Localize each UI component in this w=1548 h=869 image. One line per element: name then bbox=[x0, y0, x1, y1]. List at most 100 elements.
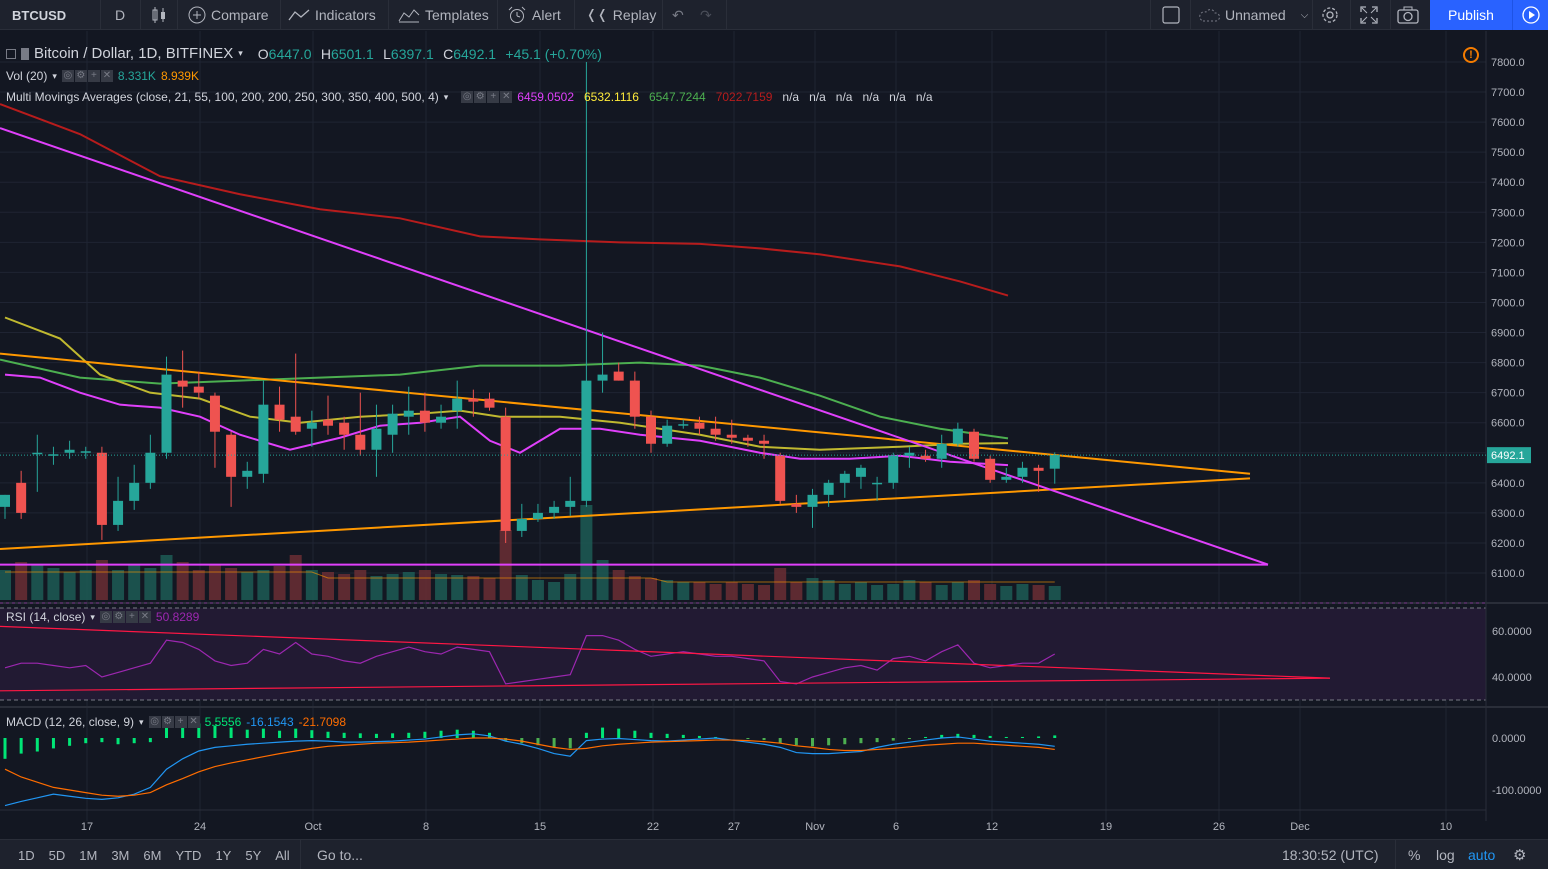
goto-date-button[interactable]: Go to... bbox=[317, 847, 363, 863]
high-label: H bbox=[320, 45, 331, 62]
play-button[interactable] bbox=[1512, 0, 1548, 30]
settings-icon[interactable]: ⚙ bbox=[112, 611, 125, 623]
resistance-trendline bbox=[0, 352, 1251, 475]
chevron-down-icon[interactable]: ▾ bbox=[90, 611, 95, 622]
range-button-1d[interactable]: 1D bbox=[18, 847, 35, 863]
undo-button[interactable]: ↶ bbox=[672, 0, 684, 30]
close-icon[interactable]: ✕ bbox=[100, 70, 113, 82]
range-button-ytd[interactable]: YTD bbox=[175, 847, 202, 863]
volume-bar bbox=[467, 576, 480, 600]
hide-icon[interactable]: ◎ bbox=[99, 611, 112, 623]
time-axis[interactable]: 17 24 Oct 8 15 22 27 Nov 6 12 19 26 Dec 10 bbox=[81, 821, 1452, 833]
symbol-search[interactable]: BTCUSD bbox=[12, 7, 67, 23]
candle-body bbox=[1033, 467, 1044, 471]
templates-button[interactable]: Templates bbox=[398, 0, 489, 30]
macd-histogram-bar bbox=[972, 734, 976, 738]
toolbar-divider bbox=[726, 0, 727, 30]
macd-histogram-bar bbox=[213, 725, 217, 738]
change-value: +45.1 (+0.70%) bbox=[505, 45, 602, 62]
time-tick-label: 12 bbox=[986, 821, 998, 833]
price-tick-label: 7400.0 bbox=[1491, 177, 1525, 189]
add-icon[interactable]: + bbox=[174, 716, 187, 728]
macd-histogram-bar bbox=[1053, 735, 1057, 738]
range-button-1y[interactable]: 1Y bbox=[215, 847, 232, 863]
candle-body bbox=[1017, 467, 1028, 477]
indicator-controls[interactable]: ◎ ⚙ + ✕ bbox=[99, 611, 151, 623]
warning-icon[interactable]: ! bbox=[1463, 47, 1479, 63]
percent-toggle[interactable]: % bbox=[1408, 847, 1421, 863]
hide-icon[interactable]: ◎ bbox=[461, 91, 474, 103]
range-button-6m[interactable]: 6M bbox=[143, 847, 162, 863]
macd-histogram-bar bbox=[35, 738, 39, 752]
close-value: 6492.1 bbox=[453, 45, 497, 62]
candle-body bbox=[0, 494, 10, 507]
mma-label[interactable]: Multi Movings Averages (close, 21, 55, 1… bbox=[6, 90, 439, 104]
chart-canvas[interactable]: 7800.0 7700.0 7600.0 7500.0 7400.0 7300.0 7200… bbox=[0, 31, 1548, 839]
chart-settings-button[interactable]: ⚙ bbox=[1513, 840, 1526, 869]
volume-bar bbox=[838, 584, 851, 600]
volume-bar bbox=[31, 565, 44, 600]
indicator-controls[interactable]: ◎ ⚙ + ✕ bbox=[61, 70, 113, 82]
settings-icon[interactable]: ⚙ bbox=[474, 91, 487, 103]
indicators-label: Indicators bbox=[315, 7, 376, 23]
redo-button[interactable]: ↷ bbox=[700, 0, 712, 30]
low-value: 6397.1 bbox=[390, 45, 434, 62]
main-series-title[interactable]: Bitcoin / Dollar, 1D, BITFINEX bbox=[34, 45, 234, 62]
settings-icon[interactable]: ⚙ bbox=[161, 716, 174, 728]
snapshot-button[interactable] bbox=[1397, 0, 1419, 30]
indicators-button[interactable]: Indicators bbox=[288, 0, 376, 30]
add-icon[interactable]: + bbox=[87, 70, 100, 82]
range-button-all[interactable]: All bbox=[275, 847, 290, 863]
chevron-down-icon[interactable]: ▾ bbox=[443, 91, 449, 102]
interval-button[interactable]: D bbox=[115, 7, 126, 23]
indicator-controls[interactable]: ◎ ⚙ + ✕ bbox=[148, 716, 200, 728]
collapse-icon[interactable] bbox=[6, 48, 16, 59]
macd-histogram-bar bbox=[294, 728, 298, 738]
chevron-down-icon[interactable]: ▾ bbox=[52, 70, 57, 81]
close-icon[interactable]: ✕ bbox=[138, 611, 151, 623]
candle-body bbox=[532, 512, 543, 519]
range-button-5d[interactable]: 5D bbox=[48, 847, 66, 863]
range-button-3m[interactable]: 3M bbox=[111, 847, 130, 863]
volume-bar bbox=[63, 572, 76, 600]
volume-bar bbox=[822, 580, 835, 600]
auto-toggle[interactable]: auto bbox=[1468, 847, 1496, 863]
publish-button[interactable]: Publish bbox=[1430, 0, 1512, 30]
rsi-label[interactable]: RSI (14, close) bbox=[6, 610, 86, 624]
price-axis[interactable]: 7800.0 7700.0 7600.0 7500.0 7400.0 7300.0 7200… bbox=[1487, 57, 1542, 797]
plus-circle-icon bbox=[188, 6, 206, 24]
volume-bar bbox=[951, 582, 964, 600]
templates-icon bbox=[398, 9, 420, 23]
volume-bar bbox=[1016, 584, 1029, 600]
add-icon[interactable]: + bbox=[125, 611, 138, 623]
mma-value: n/a bbox=[809, 90, 826, 104]
hide-icon[interactable]: ◎ bbox=[148, 716, 161, 728]
range-button-5y[interactable]: 5Y bbox=[245, 847, 262, 863]
settings-button[interactable] bbox=[1320, 0, 1340, 30]
settings-icon[interactable]: ⚙ bbox=[74, 70, 87, 82]
chevron-down-icon[interactable]: ▾ bbox=[238, 48, 243, 58]
chart-style-button[interactable] bbox=[150, 0, 168, 30]
fullscreen-button[interactable] bbox=[1360, 0, 1378, 30]
volume-label[interactable]: Vol (20) bbox=[6, 69, 48, 83]
layout-name-button[interactable]: Unnamed ⌵ bbox=[1198, 0, 1308, 30]
volume-bar bbox=[887, 584, 900, 600]
add-icon[interactable]: + bbox=[487, 91, 500, 103]
range-button-1m[interactable]: 1M bbox=[79, 847, 98, 863]
clock-display[interactable]: 18:30:52 (UTC) bbox=[1282, 847, 1379, 863]
volume-bar bbox=[968, 580, 980, 600]
compare-button[interactable]: Compare bbox=[188, 0, 269, 30]
alarm-clock-icon bbox=[508, 6, 526, 23]
alert-button[interactable]: Alert bbox=[507, 0, 561, 30]
candle-body bbox=[581, 380, 592, 501]
replay-button[interactable]: ❬❬ Replay bbox=[586, 0, 656, 30]
candle-body bbox=[500, 416, 511, 531]
log-toggle[interactable]: log bbox=[1436, 847, 1455, 863]
hide-icon[interactable]: ◎ bbox=[61, 70, 74, 82]
close-icon[interactable]: ✕ bbox=[187, 716, 200, 728]
indicator-controls[interactable]: ◎ ⚙ + ✕ bbox=[461, 91, 513, 103]
chevron-down-icon[interactable]: ▾ bbox=[139, 716, 144, 727]
close-icon[interactable]: ✕ bbox=[500, 91, 513, 103]
macd-label[interactable]: MACD (12, 26, close, 9) bbox=[6, 715, 135, 729]
rect-select-button[interactable] bbox=[1162, 0, 1180, 30]
